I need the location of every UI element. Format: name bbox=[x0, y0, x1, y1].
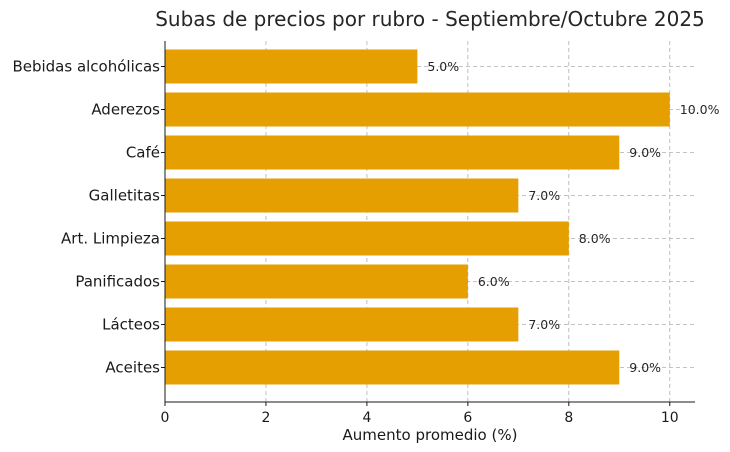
value-label: 8.0% bbox=[579, 231, 611, 246]
value-label: 6.0% bbox=[478, 274, 510, 289]
bar bbox=[165, 221, 569, 256]
chart-title: Subas de precios por rubro - Septiembre/… bbox=[155, 7, 705, 31]
bar bbox=[165, 178, 519, 213]
bars-layer: 5.0% 10.0% 9.0% 7.0% 8.0% 6.0% 7.0% 9.0% bbox=[165, 49, 720, 385]
bar bbox=[165, 350, 620, 385]
value-label: 5.0% bbox=[427, 59, 459, 74]
x-axis-title: Aumento promedio (%) bbox=[343, 426, 518, 444]
axes-layer: Bebidas alcohólicas Aderezos Café Galletita… bbox=[12, 41, 695, 426]
x-tick-label: 2 bbox=[261, 410, 270, 426]
value-label: 9.0% bbox=[629, 360, 661, 375]
x-tick-label: 8 bbox=[564, 410, 573, 426]
bar bbox=[165, 307, 519, 342]
bar bbox=[165, 92, 670, 127]
bar bbox=[165, 264, 468, 299]
category-label: Lácteos bbox=[102, 316, 160, 334]
value-label: 7.0% bbox=[528, 317, 560, 332]
x-tick-label: 10 bbox=[661, 410, 679, 426]
bar bbox=[165, 135, 620, 170]
x-tick-label: 6 bbox=[463, 410, 472, 426]
bar bbox=[165, 49, 418, 84]
value-label: 10.0% bbox=[680, 102, 720, 117]
category-label: Art. Limpieza bbox=[61, 230, 160, 248]
category-label: Galletitas bbox=[89, 187, 161, 205]
value-label: 9.0% bbox=[629, 145, 661, 160]
value-label: 7.0% bbox=[528, 188, 560, 203]
category-label: Café bbox=[126, 144, 160, 162]
category-label: Bebidas alcohólicas bbox=[12, 58, 160, 76]
category-label: Aceites bbox=[105, 359, 160, 377]
category-label: Aderezos bbox=[91, 101, 160, 119]
category-label: Panificados bbox=[75, 273, 160, 291]
x-tick-label: 0 bbox=[161, 410, 170, 426]
x-tick-label: 4 bbox=[362, 410, 371, 426]
